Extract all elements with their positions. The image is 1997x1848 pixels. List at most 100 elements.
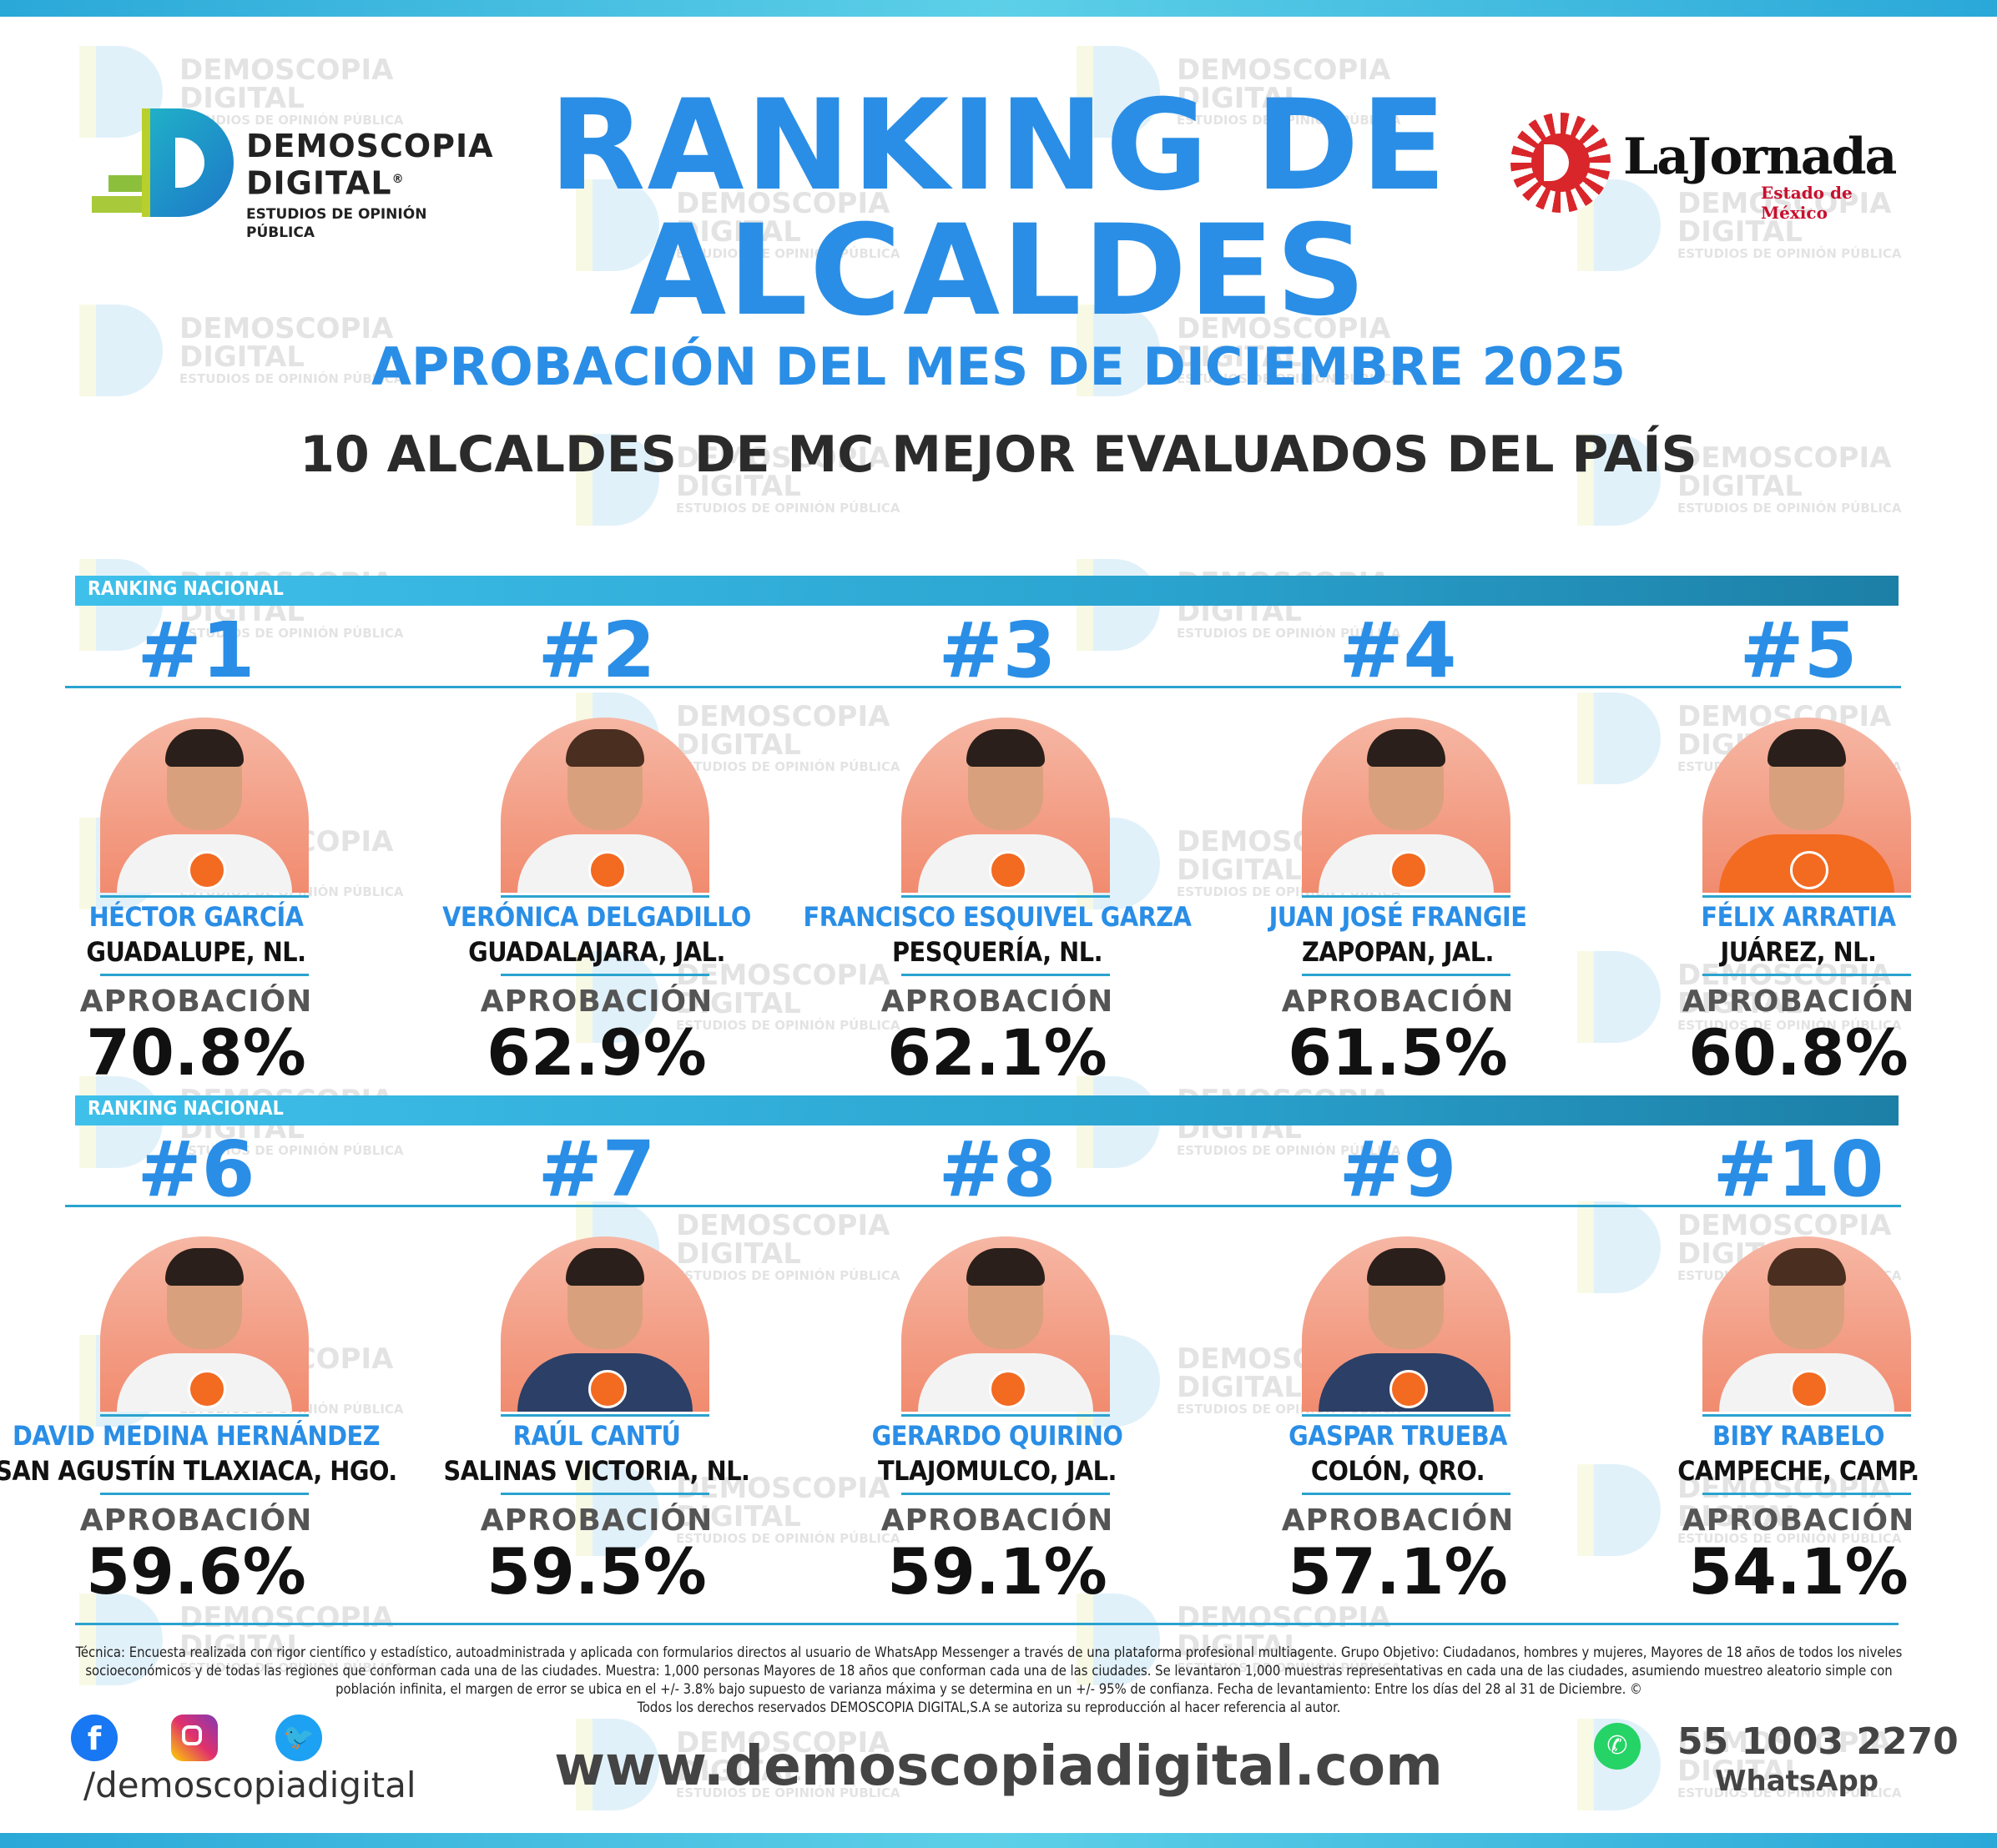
watermark-line3: ESTUDIOS DE OPINIÓN PÚBLICA	[1177, 1143, 1401, 1158]
watermark-line3: ESTUDIOS DE OPINIÓN PÚBLICA	[676, 1268, 900, 1283]
mayor-city: CAMPECHE, CAMP.	[1677, 1455, 1919, 1487]
approval-label: APROBACIÓN	[480, 984, 714, 1019]
name-divider	[100, 895, 309, 898]
watermark-line3: ESTUDIOS DE OPINIÓN PÚBLICA	[676, 759, 900, 774]
twitter-icon[interactable]: 🐦	[275, 1715, 322, 1761]
watermark-line2: DIGITAL	[1677, 1500, 1803, 1533]
watermark-line2: DIGITAL	[1677, 987, 1803, 1020]
whatsapp-label: WhatsApp	[1715, 1765, 1879, 1798]
watermark-line3: ESTUDIOS DE OPINIÓN PÚBLICA	[1177, 113, 1401, 128]
divider-row1	[65, 686, 1901, 688]
mayor-name: DAVID MEDINA HERNÁNDEZ	[12, 1420, 381, 1452]
watermark-line3: ESTUDIOS DE OPINIÓN PÚBLICA	[179, 371, 404, 386]
watermark-d-icon	[1577, 951, 1661, 1043]
watermark-line1: DEMOSCOPIA	[1677, 187, 1892, 220]
rank-number: #4	[1339, 606, 1457, 695]
watermark-line1: DEMOSCOPIA	[676, 1726, 890, 1760]
approval-label: APROBACIÓN	[1682, 1503, 1915, 1538]
whatsapp-icon[interactable]: ✆	[1594, 1723, 1641, 1770]
watermark-line2: DIGITAL	[179, 340, 305, 374]
ranking-bar-top: RANKING NACIONAL	[75, 576, 1899, 606]
mayor-card: #2 VERÓNICA DELGADILLO GUADALAJARA, JAL.…	[405, 606, 789, 1088]
social-handle[interactable]: /demoscopiadigital	[83, 1765, 416, 1805]
mayor-city: TLAJOMULCO, JAL.	[878, 1455, 1117, 1487]
mc-badge-icon	[1389, 1370, 1428, 1408]
approval-value: 62.1%	[887, 1015, 1107, 1090]
tagline: 10 ALCALDES DE MC MEJOR EVALUADOS DEL PA…	[300, 425, 1697, 484]
phone-number[interactable]: 55 1003 2270	[1677, 1720, 1959, 1763]
mayor-card: #8 GERARDO QUIRINO TLAJOMULCO, JAL. APRO…	[805, 1125, 1189, 1607]
watermark-d-icon	[1077, 305, 1160, 396]
watermark-line1: DEMOSCOPIA	[1177, 53, 1391, 87]
mc-badge-icon	[1790, 851, 1828, 889]
watermark-line3: ESTUDIOS DE OPINIÓN PÚBLICA	[676, 1531, 900, 1546]
mc-badge-icon	[1389, 851, 1428, 889]
rank-number: #10	[1712, 1125, 1884, 1214]
watermark-line3: ESTUDIOS DE OPINIÓN PÚBLICA	[676, 246, 900, 261]
watermark-line3: ESTUDIOS DE OPINIÓN PÚBLICA	[1677, 246, 1902, 261]
watermark-line2: DIGITAL	[179, 82, 305, 115]
watermark-line2: DIGITAL	[676, 1500, 801, 1533]
watermark-line1: DEMOSCOPIA	[676, 1209, 890, 1242]
divider-footer	[75, 1623, 1899, 1625]
facebook-icon[interactable]: f	[71, 1715, 118, 1761]
approval-value: 57.1%	[1288, 1534, 1508, 1609]
rank-number: #8	[938, 1125, 1056, 1214]
approval-label: APROBACIÓN	[1682, 984, 1915, 1019]
watermark-line3: ESTUDIOS DE OPINIÓN PÚBLICA	[1177, 371, 1401, 386]
mayor-photo	[100, 1236, 309, 1412]
mayor-name: GERARDO QUIRINO	[871, 1420, 1123, 1452]
demoscopia-d-icon	[92, 108, 234, 217]
instagram-icon[interactable]	[171, 1715, 218, 1761]
watermark-d-icon	[79, 1594, 163, 1685]
mayor-name: GASPAR TRUEBA	[1288, 1420, 1507, 1452]
watermark-d-icon	[576, 1464, 659, 1556]
website-link[interactable]: www.demoscopiadigital.com	[554, 1734, 1443, 1798]
bottom-bar	[0, 1833, 1997, 1848]
mayor-photo	[1702, 718, 1911, 893]
approval-label: APROBACIÓN	[880, 984, 1114, 1019]
rank-number: #6	[137, 1125, 255, 1214]
watermark-line2: DIGITAL	[1177, 82, 1302, 115]
watermark-line3: ESTUDIOS DE OPINIÓN PÚBLICA	[179, 626, 404, 641]
watermark-line2: DIGITAL	[1177, 340, 1302, 374]
name-divider	[1302, 895, 1510, 898]
rank-number: #5	[1739, 606, 1858, 695]
city-divider	[1302, 1493, 1510, 1495]
city-divider	[100, 974, 309, 976]
watermark-d-icon	[576, 434, 659, 526]
mayor-city: SAN AGUSTÍN TLAXIACA, HGO.	[0, 1455, 397, 1487]
watermark-line1: DEMOSCOPIA	[676, 187, 890, 220]
watermark-d-icon	[576, 951, 659, 1043]
watermark-line1: DEMOSCOPIA	[1677, 1209, 1892, 1242]
watermark-line1: DEMOSCOPIA	[179, 53, 394, 87]
watermark-line3: ESTUDIOS DE OPINIÓN PÚBLICA	[1677, 1018, 1902, 1033]
ranking-bar-bottom: RANKING NACIONAL	[75, 1095, 1899, 1125]
mayor-name: JUAN JOSÉ FRANGIE	[1268, 901, 1527, 933]
mayor-name: BIBY RABELO	[1712, 1420, 1884, 1452]
logo-line1: DEMOSCOPIA	[246, 128, 494, 164]
mc-badge-icon	[188, 1370, 226, 1408]
name-divider	[1302, 1414, 1510, 1417]
watermark-line1: DEMOSCOPIA	[1677, 1726, 1892, 1760]
city-divider	[901, 1493, 1110, 1495]
rank-number: #2	[537, 606, 656, 695]
mayor-card: #10 BIBY RABELO CAMPECHE, CAMP. APROBACI…	[1606, 1125, 1990, 1607]
rank-number: #3	[938, 606, 1056, 695]
rank-number: #9	[1339, 1125, 1457, 1214]
top-bar	[0, 0, 1997, 17]
watermark-line1: DEMOSCOPIA	[1177, 312, 1391, 345]
watermark-d-icon	[1577, 434, 1661, 526]
title-line1: RANKING DE	[548, 73, 1449, 219]
watermark-line1: DEMOSCOPIA	[1177, 1601, 1391, 1634]
watermark-line1: DEMOSCOPIA	[676, 700, 890, 733]
watermark-line1: DEMOSCOPIA	[179, 1601, 394, 1634]
